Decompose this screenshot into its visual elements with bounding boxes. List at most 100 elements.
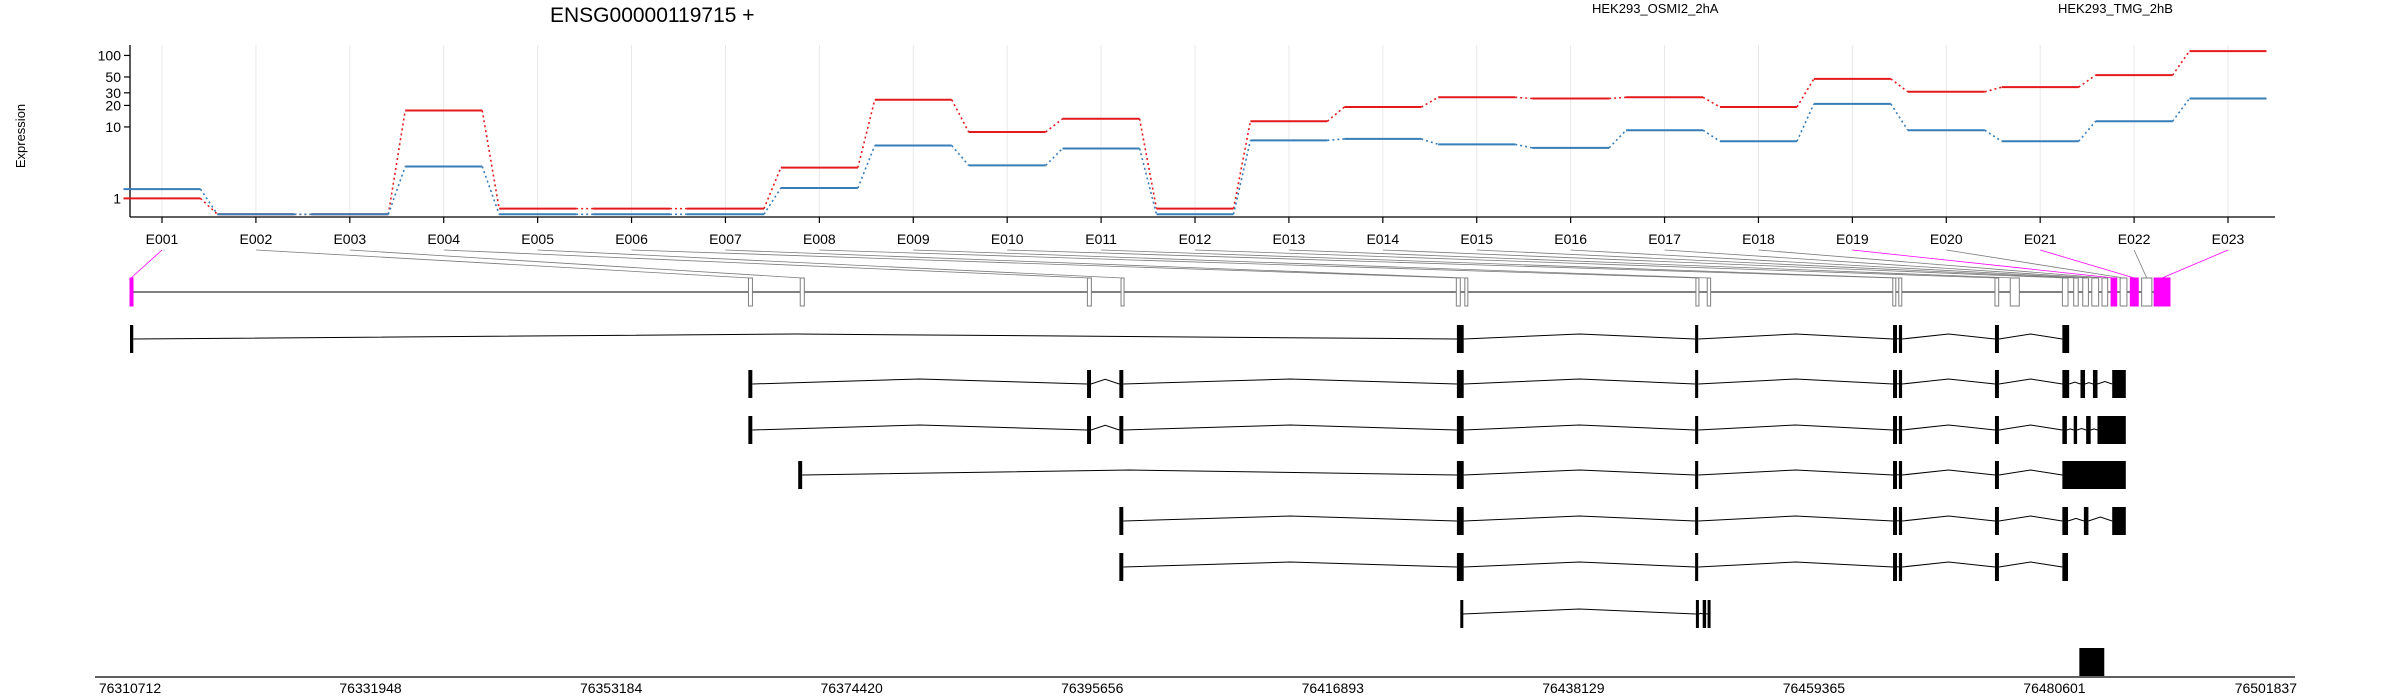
transcript-4-exon-7 [2062, 461, 2126, 489]
transcript-row-5 [1119, 507, 2126, 535]
series-0-step-e016 [1609, 96, 1627, 100]
series-1-step-e004 [481, 166, 500, 215]
gene-model-exon-e020 [2119, 277, 2128, 307]
series-0-step-e017 [1702, 96, 1721, 108]
legend-series-tmg: HEK293_TMG_2hB [2058, 1, 2173, 16]
x-tick-label-e011: E011 [1085, 231, 1117, 247]
transcript-5-intron-7 [2067, 517, 2085, 522]
transcript-7-exon-4 [1707, 600, 1711, 628]
gene-model [129, 277, 2171, 307]
transcript-1-intron-5 [1902, 333, 1996, 340]
connector-e016 [1570, 249, 2086, 279]
gene-model-exon-e013 [2009, 277, 2020, 307]
series-0-step-e012 [1232, 121, 1252, 209]
gene-model-exon-e009 [1706, 277, 1712, 307]
transcript-3-exon-5 [1695, 416, 1699, 444]
transcript-row-8 [2079, 648, 2105, 676]
transcript-4-intron-1 [802, 469, 1457, 476]
series-1-step-e012 [1232, 140, 1252, 215]
y-tick-label-1: 1 [113, 190, 121, 206]
x-tick-label-e022: E022 [2118, 231, 2151, 247]
series-1-step-e010 [1045, 147, 1064, 166]
y-axis-label: Expression [13, 104, 28, 168]
genomic-tick-label-3: 76353184 [580, 680, 643, 696]
transcript-3-intron-8 [1998, 424, 2063, 431]
transcript-3-exon-6 [1893, 416, 1897, 444]
series-1-step-e015 [1515, 143, 1533, 149]
transcript-5-intron-1 [1123, 515, 1457, 522]
genomic-axis: 76310712 76331948 76353184 76374420 76395656… [95, 676, 2297, 696]
transcript-4-exon-3 [1695, 461, 1699, 489]
gene-model-exon-e017 [2091, 277, 2100, 307]
gene-model-exon-e002 [747, 277, 753, 307]
transcript-3-intron-11 [2090, 428, 2098, 431]
transcript-5-intron-3 [1698, 515, 1894, 522]
series-1-step-e007 [763, 187, 782, 215]
connector-e014 [1382, 249, 2066, 279]
genomic-tick-label-7: 76438129 [1542, 680, 1605, 696]
transcript-4-intron-5 [1902, 469, 1996, 476]
transcript-5-exon-1 [1119, 507, 1124, 535]
gene-model-exon-e014 [2061, 277, 2069, 307]
transcript-6-intron-2 [1463, 561, 1696, 568]
transcript-2-exon-8 [1994, 370, 1999, 398]
transcript-3-exon-2 [1087, 416, 1092, 444]
genomic-tick-label-6: 76416893 [1302, 680, 1365, 696]
connector-e021 [2040, 249, 2135, 279]
y-tick-label-20: 20 [105, 97, 121, 113]
gene-model-exon-e007 [1464, 277, 1469, 307]
connector-e005 [537, 249, 1123, 279]
x-tick-label-e019: E019 [1836, 231, 1869, 247]
transcript-5-exon-3 [1695, 507, 1699, 535]
x-tick-label-e013: E013 [1273, 231, 1306, 247]
transcript-1-exon-3 [1695, 325, 1699, 353]
gene-model-exon-e004 [1086, 277, 1092, 307]
transcript-7-exon-3 [1702, 600, 1707, 628]
gene-model-exon-e015 [2073, 277, 2079, 307]
gene-model-exon-e003 [799, 277, 805, 307]
transcript-6-exon-5 [1898, 553, 1903, 581]
x-tick-label-e001: E001 [146, 231, 179, 247]
chart-title: ENSG00000119715 + [550, 4, 755, 27]
exon-connector-lines [130, 249, 2229, 279]
transcript-3-exon-11 [2086, 416, 2091, 444]
series-1-step-e003 [387, 166, 406, 215]
connector-e022 [2133, 249, 2148, 279]
connector-e001 [130, 249, 163, 279]
series-1-step-e018 [1796, 103, 1815, 142]
transcript-row-6 [1119, 553, 2069, 581]
transcript-row-3 [748, 416, 2126, 444]
x-tick-label-e015: E015 [1460, 231, 1493, 247]
transcript-3-exon-4 [1456, 416, 1464, 444]
transcript-5-exon-7 [2062, 507, 2069, 535]
x-tick-label-e014: E014 [1366, 231, 1399, 247]
grid [161, 45, 2229, 217]
gene-model-exon-e011 [1898, 277, 1903, 307]
transcript-3-exon-9 [2062, 416, 2067, 444]
transcript-3-exon-7 [1898, 416, 1903, 444]
transcript-2-intron-5 [1698, 378, 1894, 385]
connector-e007 [725, 249, 1467, 279]
transcripts [130, 325, 2126, 676]
transcript-2-exon-10 [2080, 370, 2086, 398]
genomic-tick-label-1: 76310712 [99, 680, 162, 696]
transcript-1-intron-1 [133, 333, 1457, 340]
transcript-2-intron-1 [752, 378, 1088, 385]
transcript-6-exon-3 [1695, 553, 1699, 581]
series-0-step-e011 [1138, 118, 1158, 209]
series-0-step-e022 [2171, 50, 2191, 76]
connector-e020 [1946, 249, 2124, 279]
series-1-step-e017 [1702, 129, 1721, 142]
x-tick-label-e012: E012 [1179, 231, 1212, 247]
transcript-7-intron-1 [1462, 608, 1696, 615]
gene-model-exon-e010 [1892, 277, 1897, 307]
transcript-3-exon-3 [1119, 416, 1124, 444]
transcript-4-intron-2 [1463, 469, 1696, 476]
series-0-step-e021 [2078, 74, 2097, 88]
x-tick-label-e017: E017 [1648, 231, 1681, 247]
connector-e018 [1758, 249, 2105, 279]
transcript-6-exon-7 [2062, 553, 2069, 581]
connector-e017 [1664, 249, 2096, 279]
transcript-2-intron-4 [1463, 378, 1696, 385]
